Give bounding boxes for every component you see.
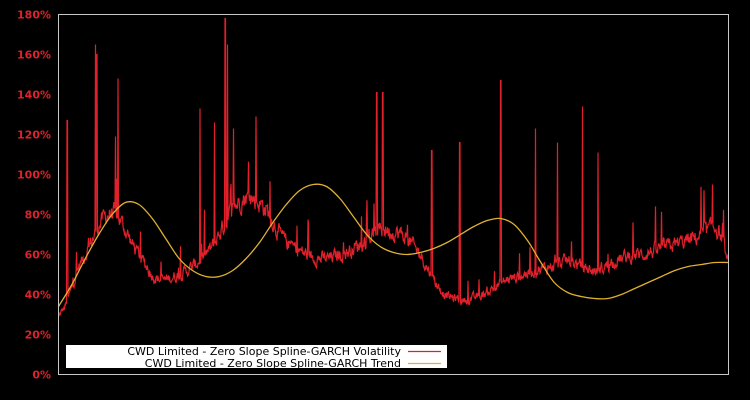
- y-tick-label: 60%: [25, 249, 51, 262]
- y-axis-ticks: 0% 20% 40% 60% 80% 100% 120% 140% 160% 180%: [17, 9, 51, 382]
- plot-area: [57, 17, 730, 317]
- y-tick-label: 180%: [17, 9, 51, 22]
- y-tick-label: 40%: [25, 289, 51, 302]
- y-tick-label: 0%: [32, 369, 51, 382]
- y-tick-label: 160%: [17, 49, 51, 62]
- y-tick-label: 140%: [17, 89, 51, 102]
- legend: CWD Limited - Zero Slope Spline-GARCH Vo…: [66, 345, 447, 370]
- volatility-series-line: [57, 17, 730, 317]
- y-tick-label: 120%: [17, 129, 51, 142]
- plot-frame: [58, 14, 729, 375]
- y-tick-label: 80%: [25, 209, 51, 222]
- legend-box: [66, 345, 447, 368]
- y-tick-label: 20%: [25, 329, 51, 342]
- trend-series-line: [57, 183, 729, 307]
- y-tick-label: 100%: [17, 169, 51, 182]
- legend-label-volatility: CWD Limited - Zero Slope Spline-GARCH Vo…: [127, 345, 401, 358]
- legend-label-trend: CWD Limited - Zero Slope Spline-GARCH Tr…: [145, 357, 401, 370]
